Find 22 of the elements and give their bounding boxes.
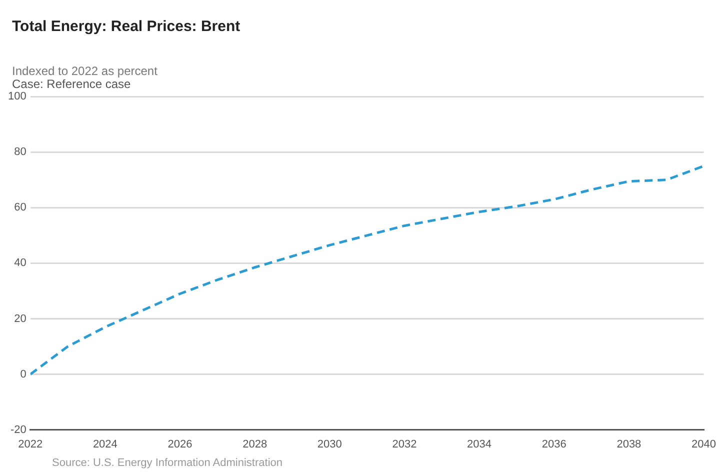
y-tick-label: 0 [20,368,26,380]
x-tick-label: 2034 [467,438,492,450]
x-tick-label: 2040 [692,438,716,450]
x-tick-label: 2028 [242,438,268,450]
x-tick-label: 2032 [392,438,417,450]
chart-title: Total Energy: Real Prices: Brent [12,18,240,35]
y-tick-label: 40 [14,257,26,270]
x-tick-label: 2036 [542,438,566,450]
y-tick-label: 20 [14,312,26,325]
y-tick-label: 60 [14,202,26,214]
source-note: Source: U.S. Energy Information Administration [52,457,282,469]
x-tick-label: 2030 [317,438,342,450]
x-tick-label: 2022 [18,438,43,450]
y-tick-label: -20 [10,424,26,436]
y-tick-label: 80 [14,146,26,158]
x-tick-label: 2026 [168,438,192,450]
x-tick-label: 2038 [616,438,642,450]
x-tick-label: 2024 [92,438,118,450]
y-tick-label: 100 [8,90,26,103]
chart-subtitle: Case: Reference case [12,77,131,91]
y-axis-title: Indexed to 2022 as percent [12,64,158,78]
line-series [30,164,704,376]
